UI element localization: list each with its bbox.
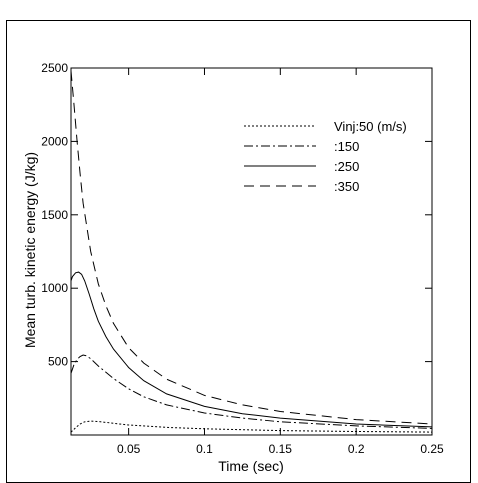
x-tick-label-0: 0.05 [117,442,141,456]
y-axis-title: Mean turb. kinetic energy (J/kg) [22,152,38,348]
x-tick-label-2: 0.15 [269,442,293,456]
y-tick-label-1: 1000 [41,281,68,295]
y-tick-label-3: 2000 [41,134,68,148]
legend-label-3: :250 [334,159,359,174]
legend-label-2: :150 [334,139,359,154]
y-tick-label-2: 1500 [41,208,68,222]
x-tick-label-3: 0.2 [348,442,365,456]
x-tick-label-1: 0.1 [196,442,213,456]
series-line-2 [70,354,433,429]
y-tick-label-0: 500 [48,355,68,369]
series-line-3 [70,271,433,428]
x-axis-ticks: 0.05 0.1 0.15 0.2 0.25 [117,68,444,456]
plot-area: 0.05 0.1 0.15 0.2 0.25 500 1000 1500 2000 2500 [41,61,444,456]
x-tick-label-4: 0.25 [420,442,444,456]
y-axis-ticks: 500 1000 1500 2000 2500 [41,61,432,369]
plot-border [70,67,433,436]
series-line-4 [70,70,433,425]
x-axis-title: Time (sec) [218,458,284,474]
legend: Vinj:50 (m/s) :150 :250 :350 [244,119,407,194]
legend-label-1: Vinj:50 (m/s) [334,119,407,134]
y-tick-label-4: 2500 [41,61,68,75]
legend-label-4: :350 [334,179,359,194]
series-line-1 [70,420,433,433]
